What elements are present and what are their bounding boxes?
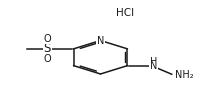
Text: O: O [43, 34, 51, 44]
Text: O: O [43, 54, 51, 64]
Text: S: S [43, 42, 51, 55]
Text: NH₂: NH₂ [174, 70, 192, 80]
Text: N: N [96, 36, 104, 45]
Text: H: H [149, 57, 157, 67]
Text: HCl: HCl [115, 8, 133, 18]
Text: N: N [149, 61, 157, 71]
